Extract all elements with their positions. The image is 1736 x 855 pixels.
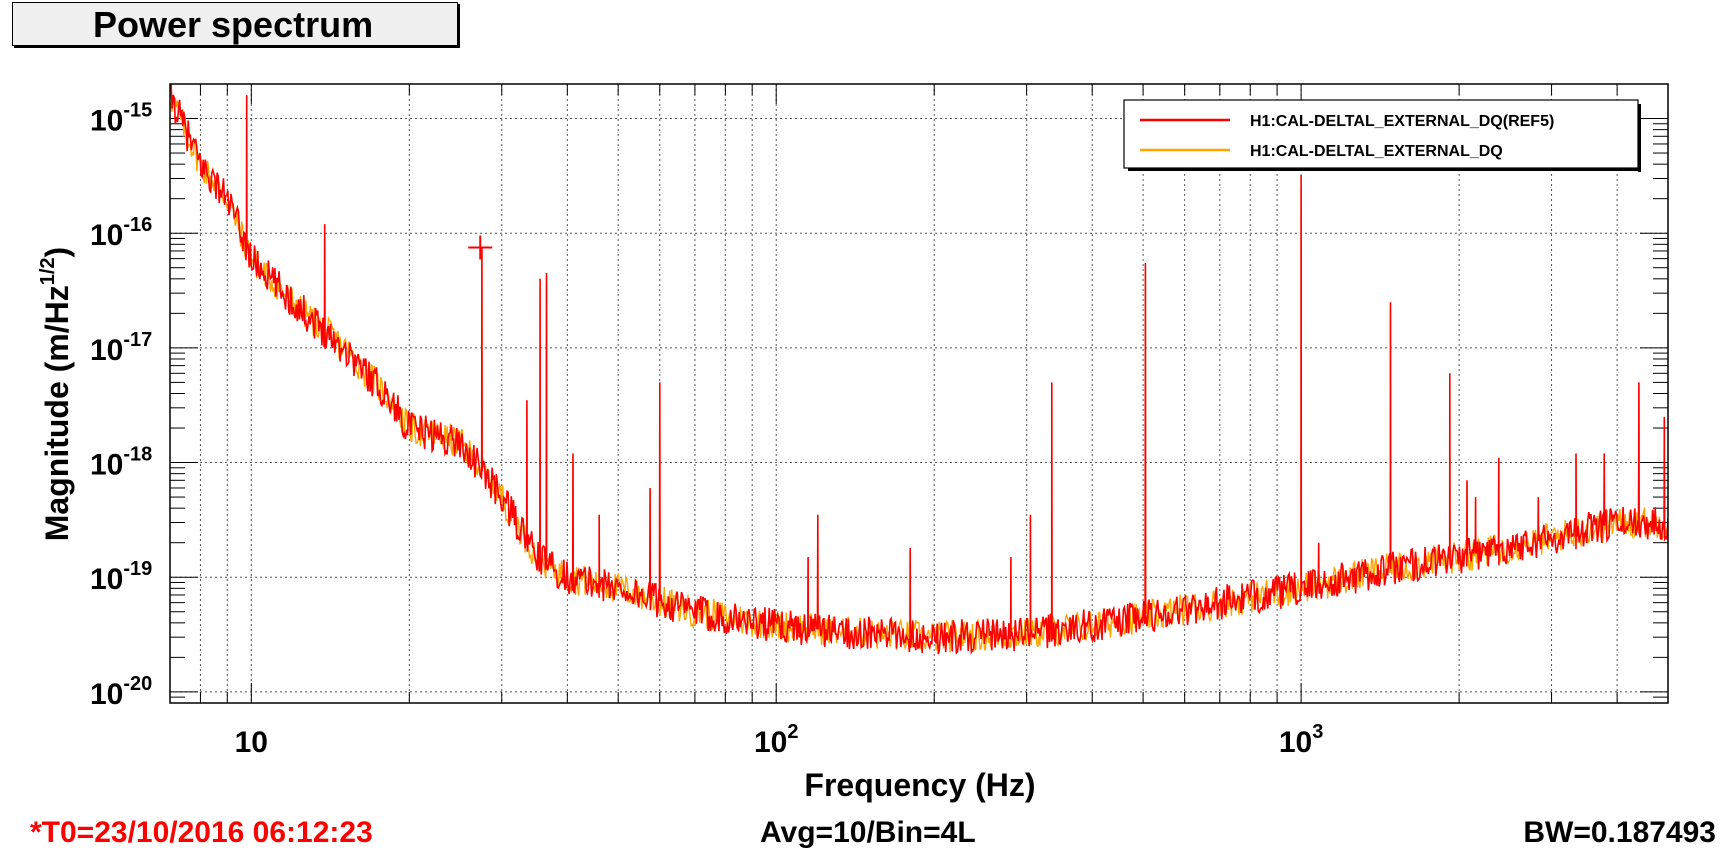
legend-shadow-right bbox=[1638, 104, 1641, 172]
legend-entry: H1:CAL-DELTAL_EXTERNAL_DQ(REF5) bbox=[1250, 113, 1554, 130]
y-tick-label: 10-17 bbox=[90, 329, 152, 367]
series-line-ref5 bbox=[170, 84, 1668, 655]
x-tick-label: 103 bbox=[1279, 721, 1324, 759]
x-tick-label: 102 bbox=[754, 721, 799, 759]
y-tick-label: 10-20 bbox=[90, 673, 152, 711]
page-title: Power spectrum bbox=[93, 4, 374, 45]
y-tick-label: 10-15 bbox=[90, 100, 152, 138]
legend-entry: H1:CAL-DELTAL_EXTERNAL_DQ bbox=[1250, 143, 1503, 160]
plot-frame bbox=[169, 83, 1669, 704]
x-tick-label: 10 bbox=[235, 726, 268, 759]
plot-area bbox=[170, 84, 1668, 703]
x-axis-label: Frequency (Hz) bbox=[804, 767, 1035, 803]
legend-shadow-bottom bbox=[1128, 168, 1641, 171]
y-tick-label: 10-19 bbox=[90, 558, 152, 596]
y-tick-label: 10-18 bbox=[90, 444, 152, 482]
legend: H1:CAL-DELTAL_EXTERNAL_DQ(REF5) H1:CAL-DE… bbox=[1123, 99, 1641, 172]
avg-label: Avg=10/Bin=4L bbox=[760, 816, 976, 849]
y-axis-label: Magnitude (m/Hz1/2) bbox=[37, 247, 75, 541]
bw-label: BW=0.187493 bbox=[1523, 816, 1716, 849]
y-tick-label: 10-16 bbox=[90, 214, 152, 252]
t0-label: *T0=23/10/2016 06:12:23 bbox=[30, 816, 373, 849]
axis-ticks bbox=[169, 83, 1669, 704]
title-box: Power spectrum bbox=[12, 2, 458, 46]
